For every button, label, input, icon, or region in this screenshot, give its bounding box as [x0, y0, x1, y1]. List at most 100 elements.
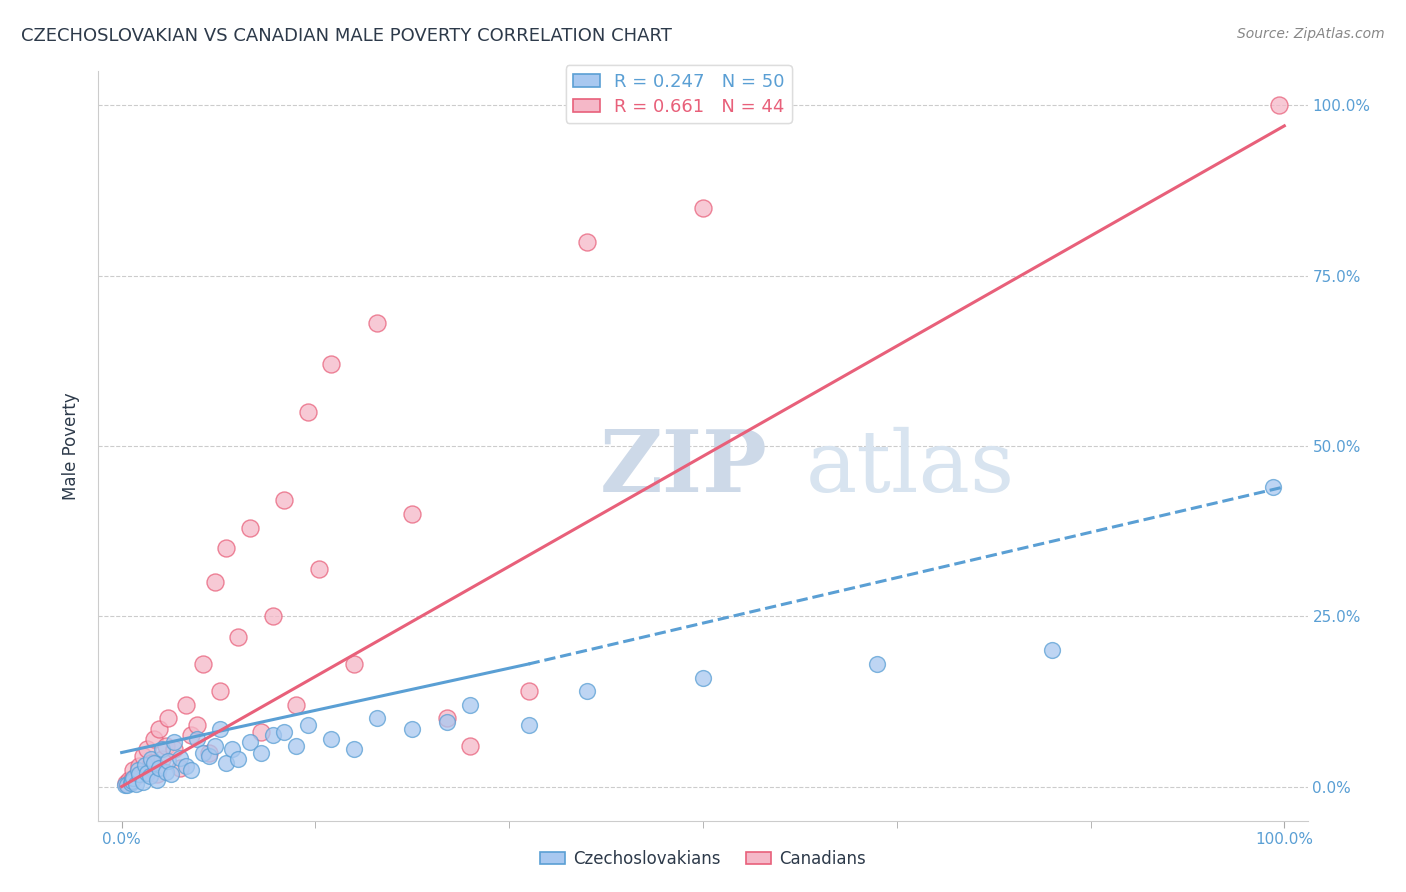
Point [575, 684, 598, 698]
Point [273, 493, 295, 508]
Point [134, 766, 156, 780]
Point [191, 657, 214, 671]
Point [401, 507, 423, 521]
Point [221, 742, 243, 756]
Point [124, 769, 146, 783]
Point [191, 746, 214, 760]
Point [343, 657, 366, 671]
Point [1040, 643, 1063, 657]
Text: atlas: atlas [806, 427, 1015, 510]
Point [157, 754, 180, 768]
Point [209, 722, 232, 736]
Point [262, 729, 284, 743]
Point [122, 763, 145, 777]
Point [139, 752, 162, 766]
Point [285, 739, 308, 753]
Point [143, 756, 166, 770]
Point [273, 725, 295, 739]
Point [297, 718, 319, 732]
Point [150, 742, 173, 756]
Point [186, 718, 208, 732]
Point [148, 760, 170, 774]
Point [134, 757, 156, 772]
Point [517, 718, 540, 732]
Point [343, 742, 366, 756]
Point [366, 711, 388, 725]
Point [136, 766, 159, 780]
Point [120, 776, 142, 790]
Point [692, 201, 714, 215]
Point [239, 521, 262, 535]
Text: CZECHOSLOVAKIAN VS CANADIAN MALE POVERTY CORRELATION CHART: CZECHOSLOVAKIAN VS CANADIAN MALE POVERTY… [21, 27, 672, 45]
Point [180, 729, 202, 743]
Point [215, 541, 238, 556]
Point [436, 714, 458, 729]
Point [124, 777, 146, 791]
Point [180, 763, 202, 777]
Point [198, 746, 221, 760]
Point [198, 748, 221, 763]
Point [436, 711, 458, 725]
Point [155, 739, 177, 753]
Point [138, 769, 160, 783]
Point [262, 609, 284, 624]
Legend: R = 0.247   N = 50, R = 0.661   N = 44: R = 0.247 N = 50, R = 0.661 N = 44 [565, 65, 792, 123]
Point [460, 698, 482, 712]
Point [117, 778, 139, 792]
Point [131, 775, 153, 789]
Point [186, 731, 208, 746]
Point [114, 778, 136, 792]
Point [215, 756, 238, 770]
Point [174, 698, 197, 712]
Point [128, 759, 150, 773]
Point [155, 764, 177, 779]
Point [127, 763, 149, 777]
Point [204, 575, 226, 590]
Point [128, 767, 150, 781]
Point [285, 698, 308, 712]
Point [319, 357, 342, 371]
Point [517, 684, 540, 698]
Point [319, 731, 342, 746]
Point [401, 722, 423, 736]
Point [692, 671, 714, 685]
Point [136, 742, 159, 756]
Point [131, 748, 153, 763]
Point [250, 746, 273, 760]
Point [239, 735, 262, 749]
Point [163, 735, 186, 749]
Point [1261, 480, 1284, 494]
Text: Source: ZipAtlas.com: Source: ZipAtlas.com [1237, 27, 1385, 41]
Point [143, 731, 166, 746]
Point [115, 776, 138, 790]
Point [163, 742, 186, 756]
Point [226, 630, 249, 644]
Point [250, 725, 273, 739]
Point [204, 739, 226, 753]
Point [121, 774, 143, 789]
Point [139, 756, 162, 770]
Point [575, 235, 598, 249]
Point [460, 739, 482, 753]
Point [150, 752, 173, 766]
Text: ZIP: ZIP [600, 426, 768, 510]
Y-axis label: Male Poverty: Male Poverty [62, 392, 80, 500]
Point [118, 772, 141, 787]
Point [145, 772, 167, 787]
Point [122, 772, 145, 786]
Point [226, 752, 249, 766]
Point [209, 684, 232, 698]
Point [169, 751, 191, 765]
Point [366, 317, 388, 331]
Point [308, 561, 330, 575]
Legend: Czechoslovakians, Canadians: Czechoslovakians, Canadians [533, 844, 873, 875]
Point [157, 711, 180, 725]
Point [145, 767, 167, 781]
Point [174, 759, 197, 773]
Point [1267, 98, 1289, 112]
Point [148, 722, 170, 736]
Point [169, 760, 191, 774]
Point [297, 405, 319, 419]
Point [866, 657, 889, 671]
Point [120, 774, 142, 789]
